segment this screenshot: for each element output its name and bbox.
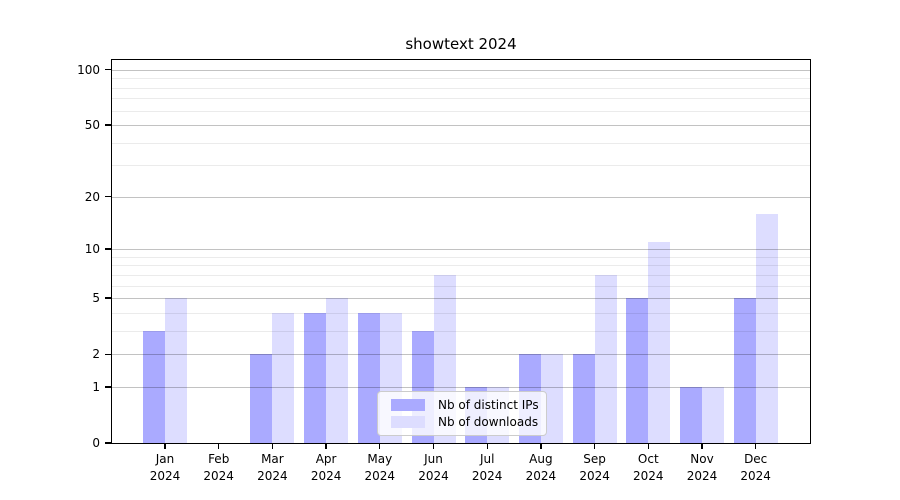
bar-nb-of-downloads-jan [165,298,187,443]
x-tick-label-jul: Jul 2024 [471,452,503,483]
y-tick-label-100: 100 [77,62,100,77]
y-tick-label-1: 1 [92,379,100,394]
gridline-minor-70 [112,98,810,100]
y-tick-label-0: 0 [92,436,100,450]
legend-label-downloads: Nb of downloads [438,415,539,429]
y-tick-mark-50 [105,124,112,126]
y-tick-label-5: 5 [92,291,100,306]
bar-nb-of-downloads-mar [272,312,295,443]
gridline-major-20 [112,196,810,198]
gridline-minor-80 [112,87,810,89]
bar-nb-of-distinct-ips-jan [143,330,165,443]
gridline-minor-60 [112,110,810,112]
chart-title: showtext 2024 [405,35,517,53]
plot-area [111,59,811,444]
bar-nb-of-downloads-dec [755,213,778,443]
bar-nb-of-distinct-ips-may [357,312,380,443]
legend-swatch-distinct-ips [391,399,425,411]
x-tick-mark-jun [432,443,435,449]
y-tick-mark-2 [105,353,112,355]
legend-swatch-downloads [391,416,425,428]
bar-nb-of-distinct-ips-mar [250,354,273,443]
x-tick-mark-apr [325,443,327,449]
y-tick-label-50: 50 [84,118,100,132]
x-tick-mark-mar [271,443,274,449]
x-tick-label-feb: Feb 2024 [203,452,234,483]
gridline-minor-9 [112,256,810,258]
gridline-minor-8 [112,265,810,267]
bar-nb-of-downloads-oct [648,242,671,443]
x-tick-mark-jan [164,443,166,449]
y-tick-label-20: 20 [84,189,100,204]
y-tick-mark-100 [105,69,112,71]
y-tick-mark-5 [105,297,112,299]
gridline-minor-30 [112,165,810,167]
gridline-major-5 [112,298,810,300]
bar-nb-of-distinct-ips-nov [680,386,702,443]
legend-label-distinct-ips: Nb of distinct IPs [438,398,539,412]
gridline-minor-3 [112,330,810,332]
gridline-major-50 [112,125,810,126]
gridline-major-2 [112,354,810,356]
x-tick-label-oct: Oct 2024 [633,452,664,483]
gridline-minor-7 [112,274,810,276]
gridline-major-100 [112,69,810,71]
gridline-major-10 [112,249,810,251]
y-tick-mark-10 [105,248,112,250]
x-tick-mark-may [379,443,381,449]
bar-nb-of-downloads-apr [326,298,349,443]
y-tick-mark-0 [105,442,112,444]
gridline-minor-40 [112,142,810,144]
y-tick-mark-20 [105,196,112,198]
x-tick-mark-oct [647,443,649,449]
y-tick-label-2: 2 [92,347,100,362]
gridline-minor-4 [112,312,810,314]
x-tick-label-apr: Apr 2024 [310,452,342,483]
x-tick-mark-aug [540,443,542,449]
x-tick-label-nov: Nov 2024 [686,452,718,483]
x-tick-mark-nov [701,443,703,449]
legend: Nb of distinct IPs Nb of downloads [377,391,547,436]
bar-nb-of-downloads-sep [594,274,617,443]
x-tick-label-aug: Aug 2024 [525,452,557,483]
gridline-minor-90 [112,78,810,80]
x-tick-label-sep: Sep 2024 [579,452,610,483]
gridline-major-1 [112,386,810,388]
bar-nb-of-downloads-nov [702,386,724,443]
x-tick-label-dec: Dec 2024 [740,452,771,483]
bar-nb-of-distinct-ips-dec [733,298,756,443]
x-tick-label-may: May 2024 [364,452,396,483]
x-tick-label-jan: Jan 2024 [149,452,181,483]
bar-nb-of-distinct-ips-oct [626,298,649,443]
y-tick-label-10: 10 [84,242,100,257]
x-tick-label-jun: Jun 2024 [418,452,449,483]
x-tick-mark-feb [218,443,220,449]
gridline-minor-6 [112,285,810,287]
bar-nb-of-distinct-ips-sep [572,354,595,443]
bar-nb-of-distinct-ips-apr [304,312,327,443]
y-tick-mark-1 [105,386,112,388]
x-tick-label-mar: Mar 2024 [257,452,288,483]
legend-row-distinct-ips: Nb of distinct IPs [391,398,539,412]
legend-row-downloads: Nb of downloads [391,415,538,429]
x-tick-mark-sep [593,443,596,449]
x-tick-mark-dec [755,443,757,449]
x-tick-mark-jul [486,443,488,449]
